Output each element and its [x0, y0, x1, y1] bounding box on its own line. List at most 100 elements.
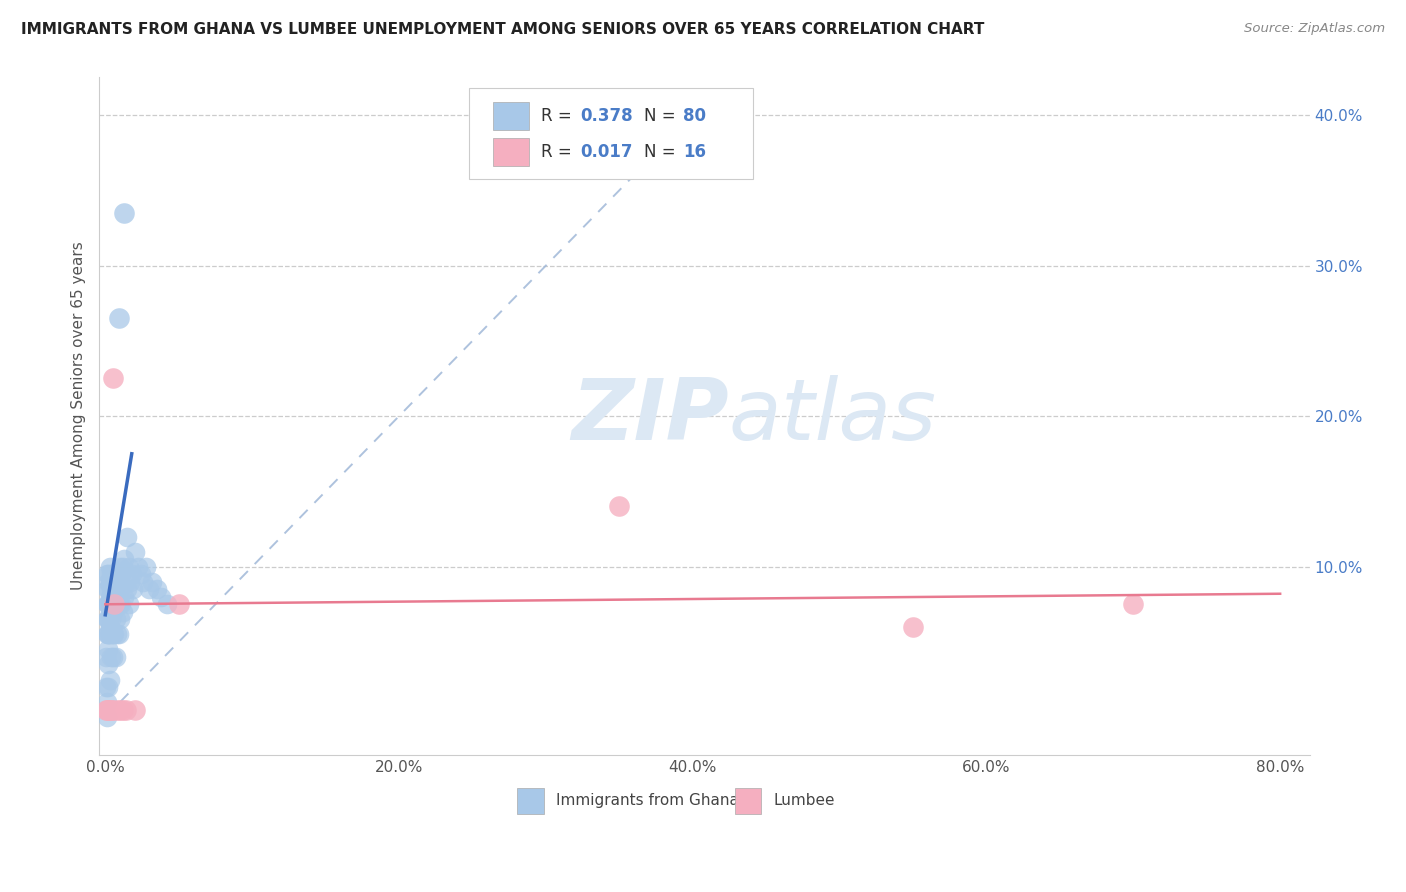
Text: IMMIGRANTS FROM GHANA VS LUMBEE UNEMPLOYMENT AMONG SENIORS OVER 65 YEARS CORRELA: IMMIGRANTS FROM GHANA VS LUMBEE UNEMPLOY…	[21, 22, 984, 37]
Point	[150, 590, 173, 604]
Text: R =: R =	[541, 143, 576, 161]
Point	[108, 582, 131, 597]
Point	[115, 574, 138, 589]
FancyBboxPatch shape	[468, 87, 752, 179]
Point	[94, 680, 117, 694]
Point	[97, 680, 120, 694]
Point	[103, 574, 125, 589]
Point	[101, 650, 124, 665]
Point	[105, 597, 128, 611]
Point	[97, 597, 120, 611]
Point	[101, 703, 124, 717]
Point	[111, 559, 134, 574]
Point	[145, 582, 167, 597]
Point	[118, 597, 141, 611]
Point	[98, 590, 121, 604]
Point	[104, 650, 127, 665]
Point	[104, 590, 127, 604]
Point	[97, 582, 120, 597]
Point	[108, 559, 131, 574]
Point	[96, 710, 118, 724]
Point	[98, 605, 121, 619]
Point	[100, 612, 122, 626]
Point	[96, 567, 118, 582]
FancyBboxPatch shape	[492, 102, 529, 130]
Point	[129, 567, 152, 582]
Text: Lumbee: Lumbee	[773, 793, 835, 808]
Point	[96, 703, 118, 717]
Point	[103, 627, 125, 641]
Point	[107, 311, 129, 326]
Point	[97, 612, 120, 626]
FancyBboxPatch shape	[492, 137, 529, 166]
Point	[100, 567, 122, 582]
Point	[96, 574, 118, 589]
Point	[103, 597, 125, 611]
Point	[156, 597, 179, 611]
Point	[1122, 597, 1144, 611]
Y-axis label: Unemployment Among Seniors over 65 years: Unemployment Among Seniors over 65 years	[72, 242, 86, 591]
Text: Immigrants from Ghana: Immigrants from Ghana	[555, 793, 738, 808]
Point	[100, 627, 122, 641]
Point	[117, 582, 139, 597]
Point	[96, 597, 118, 611]
FancyBboxPatch shape	[517, 788, 544, 814]
Text: 80: 80	[683, 107, 706, 125]
Point	[98, 559, 121, 574]
Point	[104, 612, 127, 626]
Point	[110, 567, 132, 582]
Point	[100, 650, 122, 665]
Point	[100, 582, 122, 597]
Point	[103, 597, 125, 611]
Text: atlas: atlas	[728, 375, 936, 458]
Point	[901, 620, 924, 634]
Point	[94, 703, 117, 717]
Point	[96, 627, 118, 641]
Point	[107, 574, 129, 589]
Point	[98, 574, 121, 589]
Point	[607, 500, 630, 514]
Point	[101, 574, 124, 589]
Point	[96, 597, 118, 611]
Point	[97, 703, 120, 717]
Point	[98, 620, 121, 634]
Text: 0.017: 0.017	[579, 143, 633, 161]
Point	[101, 605, 124, 619]
Text: 0.378: 0.378	[579, 107, 633, 125]
Point	[135, 559, 157, 574]
Text: N =: N =	[644, 107, 681, 125]
Point	[124, 703, 146, 717]
Point	[96, 582, 118, 597]
Point	[105, 627, 128, 641]
Point	[118, 559, 141, 574]
Point	[97, 627, 120, 641]
Point	[108, 612, 131, 626]
Point	[103, 582, 125, 597]
Point	[97, 642, 120, 657]
Point	[107, 627, 129, 641]
Point	[96, 627, 118, 641]
Text: N =: N =	[644, 143, 681, 161]
Point	[117, 530, 139, 544]
Point	[101, 371, 124, 385]
Point	[100, 703, 122, 717]
Point	[101, 627, 124, 641]
Point	[138, 582, 160, 597]
Point	[96, 612, 118, 626]
Point	[107, 597, 129, 611]
Point	[115, 703, 138, 717]
Point	[101, 590, 124, 604]
Point	[110, 597, 132, 611]
FancyBboxPatch shape	[735, 788, 762, 814]
Text: Source: ZipAtlas.com: Source: ZipAtlas.com	[1244, 22, 1385, 36]
Point	[167, 597, 190, 611]
Point	[112, 552, 135, 566]
Point	[96, 695, 118, 709]
Point	[94, 650, 117, 665]
Point	[120, 574, 142, 589]
Text: 16: 16	[683, 143, 706, 161]
Point	[97, 657, 120, 672]
Point	[127, 559, 149, 574]
Point	[111, 703, 134, 717]
Point	[98, 627, 121, 641]
